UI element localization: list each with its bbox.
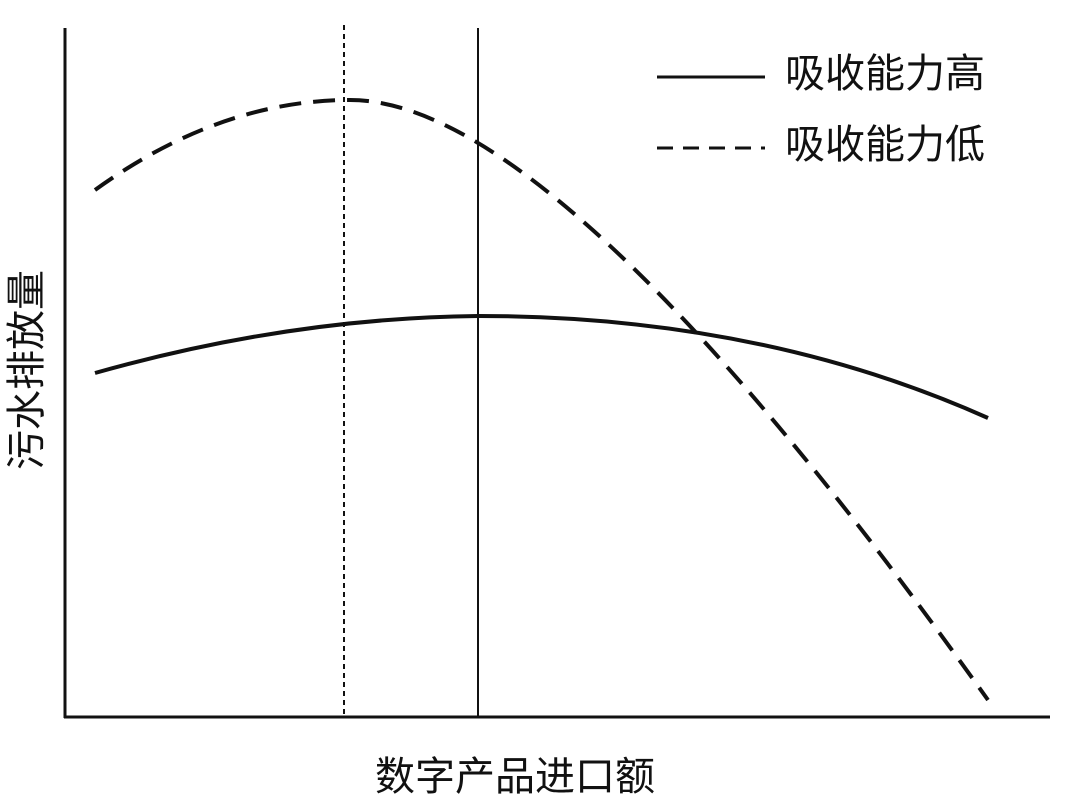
legend-label: 吸收能力高 (785, 51, 985, 97)
x-axis-label: 数字产品进口额 (375, 754, 655, 800)
high-absorption-curve (94, 313, 989, 420)
y-axis-label: 污水排放量 (4, 270, 50, 470)
low-absorption-curve (93, 97, 990, 702)
legend-label: 吸收能力低 (785, 122, 985, 168)
